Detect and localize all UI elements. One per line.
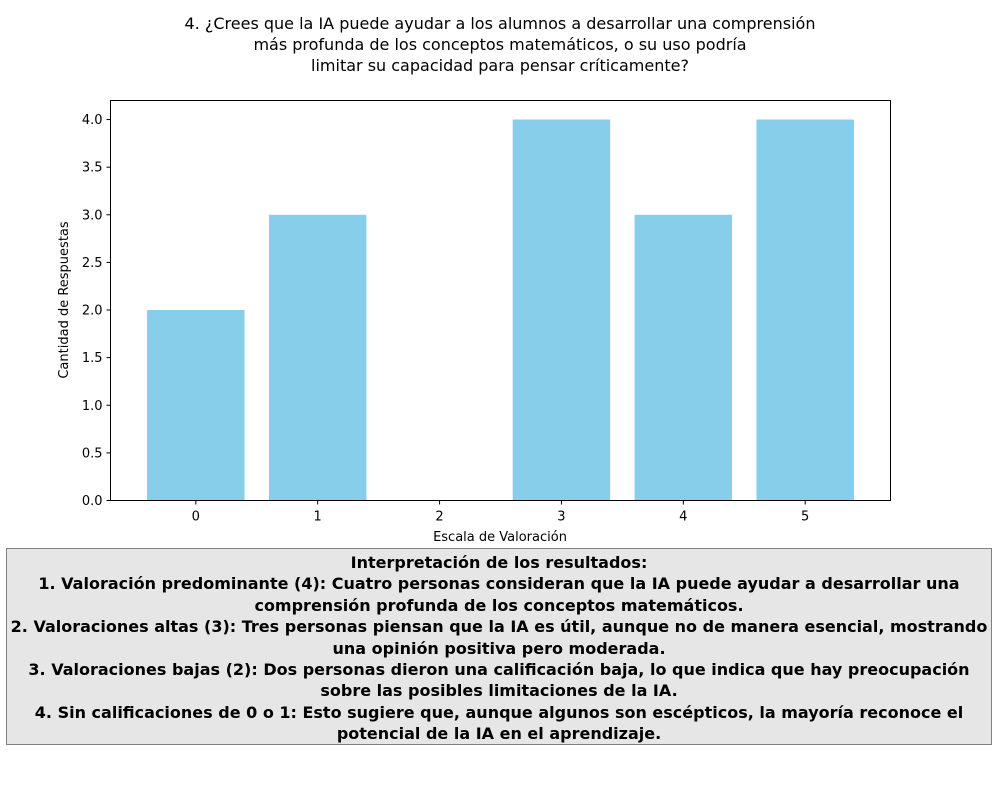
bars-group bbox=[147, 119, 854, 501]
y-tick-label: 0.5 bbox=[82, 446, 103, 461]
x-tick-label: 0 bbox=[192, 510, 200, 525]
y-tick-label: 2.5 bbox=[82, 256, 103, 271]
x-tick-label: 1 bbox=[314, 510, 322, 525]
x-tick-label: 2 bbox=[435, 510, 443, 525]
bar-1 bbox=[268, 214, 367, 501]
x-tick-label: 3 bbox=[557, 510, 565, 525]
interpretation-box: Interpretación de los resultados: 1. Val… bbox=[6, 548, 992, 745]
interpretation-point-3: 3. Valoraciones bajas (2): Dos personas … bbox=[28, 660, 970, 701]
y-tick-label: 0.0 bbox=[82, 494, 103, 509]
x-tick-label: 4 bbox=[679, 510, 687, 525]
y-tick-label: 3.5 bbox=[82, 161, 103, 176]
bar-5 bbox=[756, 119, 854, 501]
interpretation-point-1: 1. Valoración predominante (4): Cuatro p… bbox=[38, 574, 960, 615]
interpretation-point-2: 2. Valoraciones altas (3): Tres personas… bbox=[10, 617, 988, 658]
y-tick-label: 2.0 bbox=[82, 304, 103, 319]
interpretation-point-4: 4. Sin calificaciones de 0 o 1: Esto sug… bbox=[34, 702, 964, 744]
y-axis-label: Cantidad de Respuestas bbox=[57, 221, 72, 379]
x-axis-ticks: 0 1 2 3 4 5 bbox=[192, 500, 809, 525]
y-axis-ticks: 0.0 0.5 1.0 1.5 2.0 2.5 3.0 3.5 4.0 bbox=[82, 113, 111, 509]
plot-frame bbox=[110, 100, 891, 501]
bar-3 bbox=[512, 119, 611, 501]
bar-4 bbox=[634, 214, 733, 501]
y-tick-label: 3.0 bbox=[82, 208, 103, 223]
bar-0 bbox=[147, 310, 245, 501]
chart-title: 4. ¿Crees que la IA puede ayudar a los a… bbox=[184, 14, 816, 75]
interpretation-heading: Interpretación de los resultados: bbox=[350, 553, 648, 572]
y-tick-label: 4.0 bbox=[82, 113, 103, 128]
y-tick-label: 1.5 bbox=[82, 351, 103, 366]
y-tick-label: 1.0 bbox=[82, 399, 103, 414]
bar-chart: 0.0 0.5 1.0 1.5 2.0 2.5 3.0 3.5 4.0 0 1 2 3 4 5 Escal… bbox=[57, 100, 891, 545]
x-tick-label: 5 bbox=[801, 510, 809, 525]
x-axis-label: Escala de Valoración bbox=[433, 530, 567, 545]
